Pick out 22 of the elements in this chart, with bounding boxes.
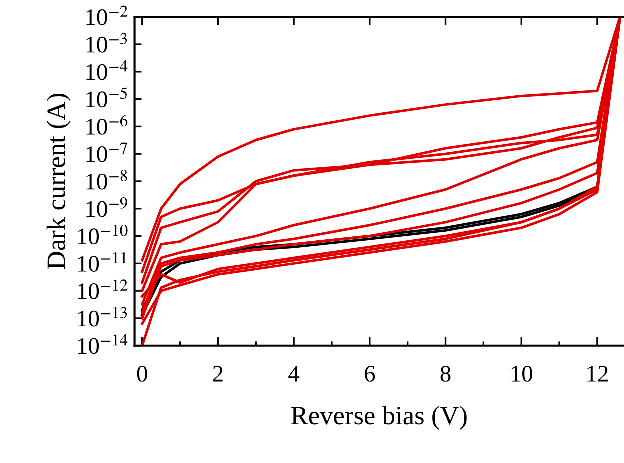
y-axis-title: Dark current (A)	[46, 94, 71, 270]
x-tick-label: 10	[512, 366, 533, 382]
y-tick-label: 10$^{−14}$	[78, 334, 128, 354]
y-tick-label: 10$^{−11}$	[78, 252, 126, 272]
y-tick-label: 10$^{−12}$	[78, 280, 128, 300]
y-tick-label: 10$^{−3}$	[86, 33, 128, 53]
y-tick-label: 10$^{−2}$	[86, 6, 128, 26]
y-tick-label: 10$^{−10}$	[78, 224, 128, 245]
x-tick-label: 4	[288, 366, 300, 382]
y-tick-label: 10$^{−13}$	[78, 307, 128, 327]
y-tick-label: 10$^{−4}$	[86, 60, 128, 80]
y-tick-label: 10$^{−6}$	[86, 115, 128, 135]
x-tick-label: 6	[365, 366, 376, 382]
x-axis-title: Reverse bias (V)	[291, 406, 467, 430]
y-tick-label: 10$^{−5}$	[86, 88, 128, 108]
x-tick-label: 0	[137, 366, 148, 382]
y-tick-label: 10$^{−7}$	[86, 142, 128, 162]
y-tick-label: 10$^{−9}$	[86, 197, 128, 218]
y-tick-label: 10$^{−8}$	[86, 170, 128, 190]
x-tick-label: 8	[440, 366, 451, 382]
x-tick-label: 2	[213, 366, 223, 382]
x-tick-label: 12	[588, 366, 608, 382]
